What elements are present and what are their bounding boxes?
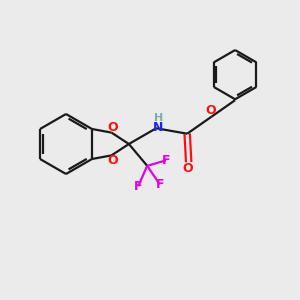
Text: F: F — [162, 154, 170, 167]
Text: O: O — [183, 162, 194, 175]
Text: F: F — [156, 178, 164, 191]
Text: O: O — [108, 121, 118, 134]
Text: H: H — [154, 113, 163, 123]
Text: F: F — [134, 180, 142, 193]
Text: O: O — [205, 104, 216, 117]
Text: O: O — [108, 154, 118, 167]
Text: N: N — [153, 121, 164, 134]
